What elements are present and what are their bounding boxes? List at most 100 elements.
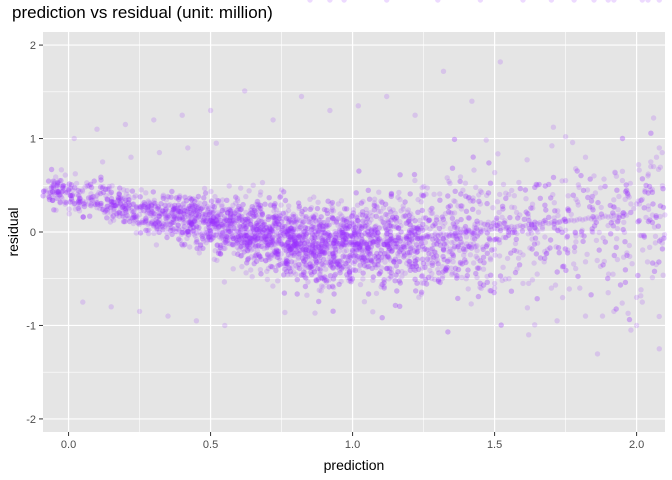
scatter-point bbox=[291, 251, 297, 257]
scatter-point bbox=[335, 216, 341, 222]
scatter-point bbox=[189, 221, 195, 227]
scatter-point bbox=[406, 252, 413, 258]
scatter-point bbox=[407, 216, 413, 223]
scatter-point bbox=[296, 238, 302, 245]
scatter-point bbox=[508, 250, 514, 256]
scatter-point bbox=[459, 261, 465, 267]
scatter-point bbox=[422, 246, 428, 252]
scatter-point bbox=[335, 232, 342, 238]
scatter-point bbox=[532, 235, 539, 241]
scatter-point bbox=[590, 213, 596, 220]
scatter-point bbox=[452, 244, 458, 250]
scatter-point bbox=[562, 227, 569, 233]
scatter-point bbox=[324, 210, 331, 217]
scatter-point bbox=[115, 194, 121, 201]
scatter-point bbox=[75, 199, 81, 205]
scatter-point bbox=[470, 195, 476, 201]
scatter-point bbox=[323, 277, 330, 284]
scatter-point bbox=[534, 296, 540, 302]
scatter-point bbox=[283, 257, 289, 263]
scatter-point bbox=[273, 229, 279, 235]
scatter-point bbox=[458, 216, 464, 223]
scatter-point bbox=[59, 189, 65, 195]
scatter-point bbox=[263, 225, 270, 231]
scatter-point bbox=[515, 215, 521, 221]
scatter-point bbox=[335, 239, 341, 245]
scatter-point bbox=[452, 234, 458, 240]
scatter-point bbox=[134, 214, 140, 220]
scatter-point bbox=[452, 244, 458, 250]
scatter-point bbox=[253, 243, 259, 249]
scatter-point bbox=[283, 260, 289, 267]
scatter-point bbox=[309, 231, 316, 237]
scatter-point bbox=[275, 248, 282, 254]
scatter-point bbox=[573, 265, 579, 272]
scatter-point bbox=[98, 202, 104, 209]
scatter-point bbox=[636, 167, 642, 173]
scatter-point bbox=[142, 201, 148, 207]
scatter-point bbox=[257, 232, 263, 238]
scatter-point bbox=[207, 233, 213, 239]
scatter-point bbox=[107, 200, 114, 206]
scatter-point bbox=[202, 200, 208, 206]
scatter-point bbox=[43, 187, 49, 193]
scatter-point bbox=[157, 210, 163, 217]
scatter-point bbox=[473, 253, 479, 259]
scatter-point bbox=[291, 234, 298, 241]
scatter-point bbox=[352, 267, 359, 274]
scatter-point bbox=[484, 242, 490, 248]
scatter-point bbox=[167, 202, 173, 208]
scatter-point bbox=[263, 233, 269, 240]
scatter-point bbox=[412, 258, 418, 264]
scatter-point bbox=[395, 225, 401, 231]
scatter-point bbox=[361, 253, 367, 259]
scatter-point bbox=[464, 228, 470, 234]
scatter-point bbox=[303, 253, 309, 259]
scatter-point bbox=[355, 253, 361, 260]
scatter-point bbox=[251, 213, 257, 220]
scatter-point bbox=[395, 225, 401, 231]
scatter-point bbox=[230, 202, 236, 208]
scatter-point bbox=[451, 198, 457, 204]
scatter-point bbox=[252, 234, 258, 240]
scatter-point bbox=[238, 233, 244, 239]
scatter-point bbox=[72, 185, 78, 191]
scatter-point bbox=[611, 0, 617, 3]
scatter-point bbox=[327, 259, 334, 265]
scatter-point bbox=[608, 231, 614, 237]
scatter-point bbox=[622, 267, 629, 273]
scatter-point bbox=[239, 213, 245, 220]
scatter-point bbox=[308, 253, 314, 259]
scatter-point bbox=[116, 190, 122, 197]
scatter-point bbox=[336, 241, 343, 247]
scatter-point bbox=[320, 262, 326, 268]
scatter-point bbox=[344, 271, 350, 278]
scatter-point bbox=[397, 280, 403, 286]
scatter-point bbox=[382, 201, 389, 207]
scatter-point bbox=[342, 260, 348, 266]
scatter-point bbox=[589, 193, 595, 199]
scatter-point bbox=[303, 244, 309, 250]
scatter-point bbox=[45, 178, 52, 184]
scatter-point bbox=[291, 218, 297, 224]
scatter-point bbox=[301, 229, 307, 235]
scatter-point bbox=[396, 278, 402, 284]
scatter-point bbox=[299, 237, 306, 243]
scatter-point bbox=[320, 250, 326, 256]
scatter-point bbox=[54, 182, 60, 189]
scatter-point bbox=[381, 277, 387, 283]
scatter-point bbox=[554, 269, 560, 275]
scatter-point bbox=[145, 203, 152, 210]
scatter-point bbox=[659, 240, 665, 246]
scatter-point bbox=[133, 230, 139, 236]
scatter-point bbox=[278, 202, 284, 208]
scatter-point bbox=[204, 237, 211, 243]
scatter-point bbox=[575, 273, 581, 280]
scatter-point bbox=[300, 272, 306, 278]
scatter-point bbox=[180, 220, 187, 226]
scatter-point bbox=[411, 248, 418, 254]
scatter-point bbox=[468, 245, 475, 251]
scatter-point bbox=[623, 187, 630, 193]
scatter-point bbox=[347, 254, 354, 261]
scatter-point bbox=[524, 157, 530, 163]
